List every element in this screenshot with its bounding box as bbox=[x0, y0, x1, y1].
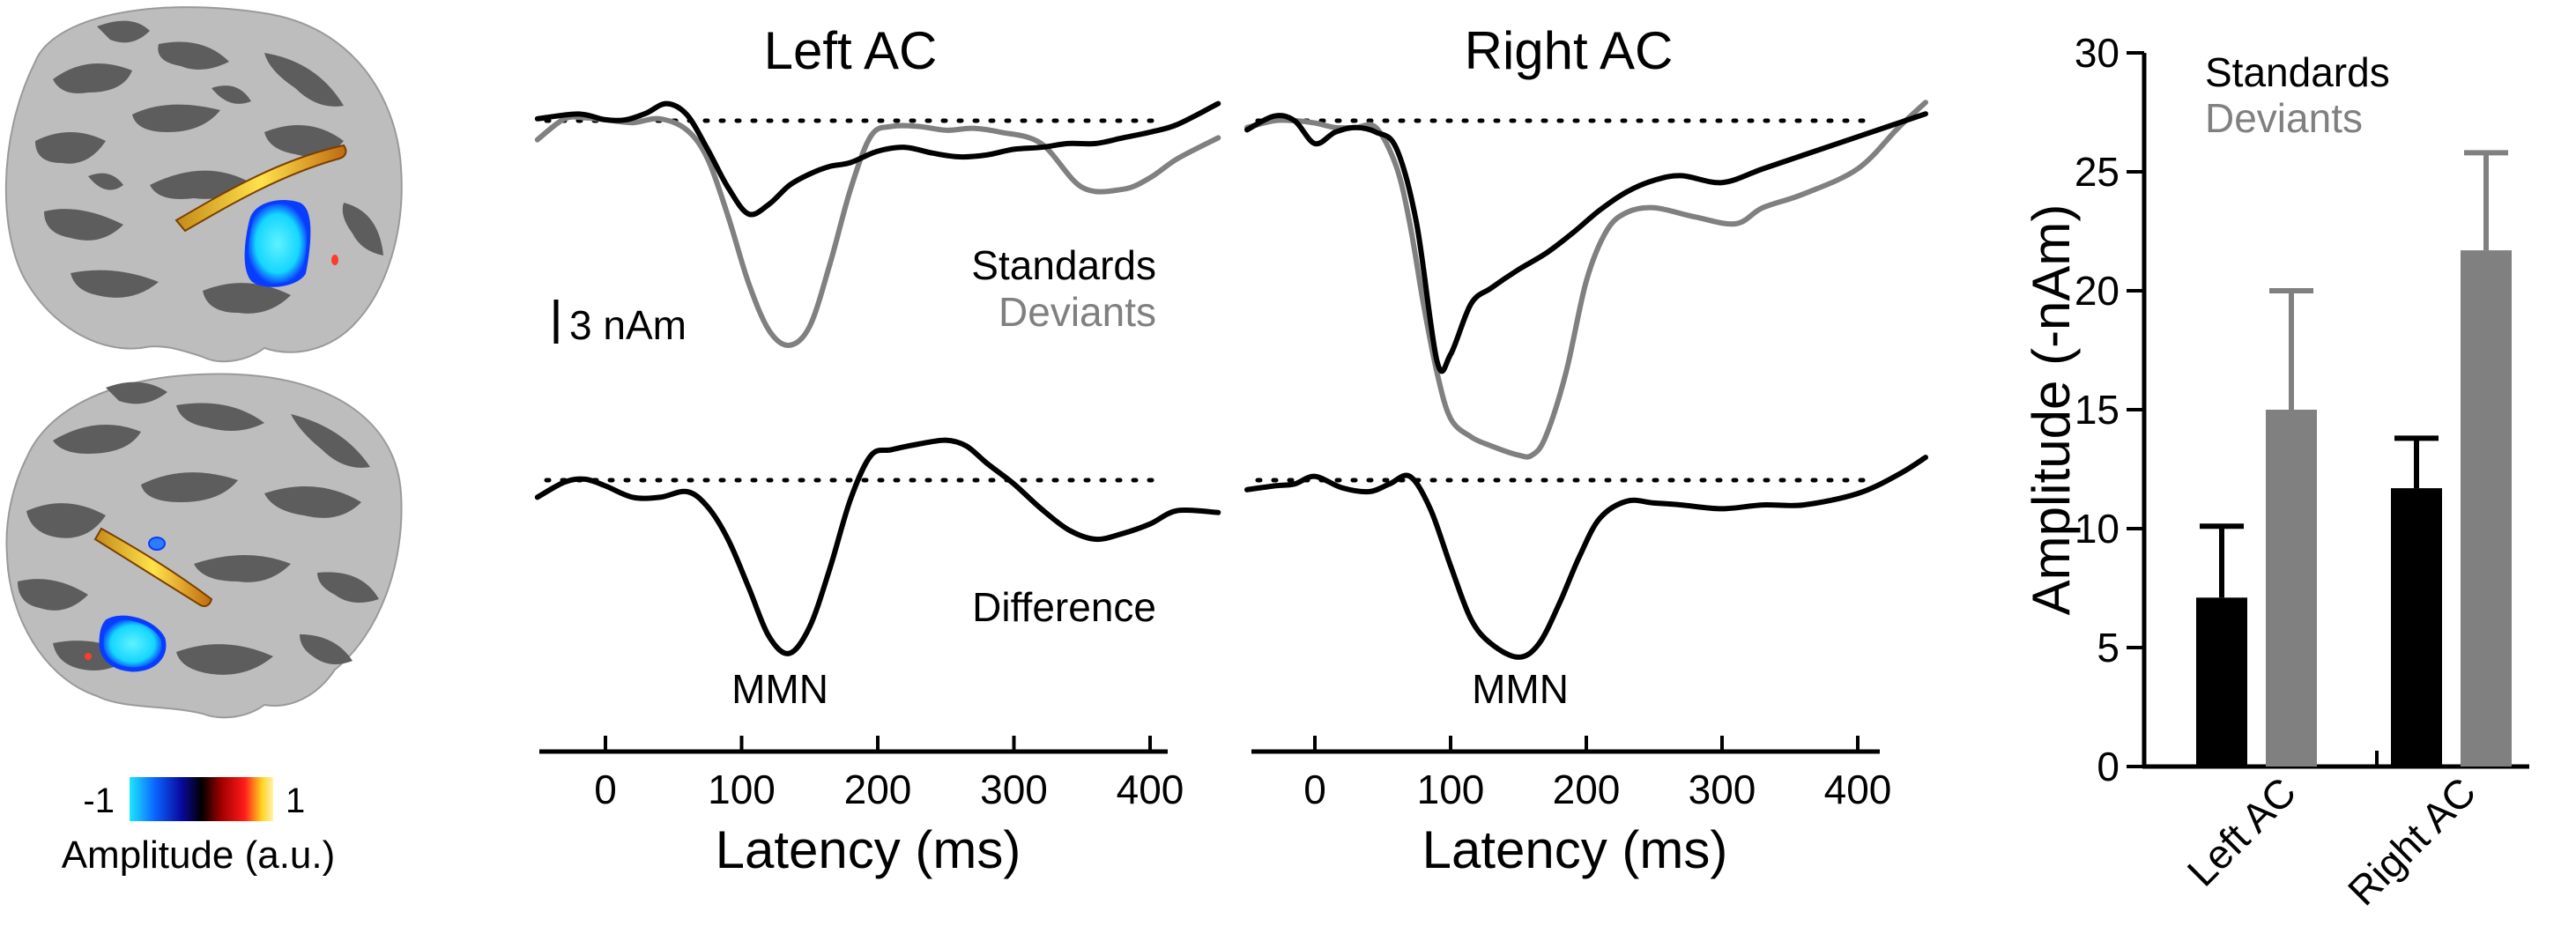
left-ac-panel: Left AC 3 nAm Standards Deviants Differe… bbox=[534, 21, 1221, 879]
x-tick-label: 100 bbox=[1417, 767, 1485, 812]
x-axis-ticks: 0 100 200 300 400 bbox=[594, 736, 1184, 812]
activation-blob bbox=[99, 615, 167, 672]
x-tick-label: 100 bbox=[708, 767, 776, 812]
y-axis-ticks: 0 5 10 15 20 25 30 bbox=[2075, 30, 2144, 789]
colorbar-gradient bbox=[130, 777, 273, 821]
y-tick-label: 5 bbox=[2097, 625, 2119, 670]
y-axis-label: Amplitude (-nAm) bbox=[2022, 204, 2081, 616]
brain-sulci bbox=[18, 382, 379, 675]
x-tick-label: 400 bbox=[1824, 767, 1892, 812]
category-label-left-ac: Left AC bbox=[2179, 768, 2305, 894]
deviants-trace bbox=[534, 114, 1221, 348]
brain-sulci bbox=[35, 20, 383, 314]
category-label-right-ac: Right AC bbox=[2339, 768, 2484, 914]
mmn-annotation: MMN bbox=[731, 666, 828, 712]
colorbar-min-label: -1 bbox=[83, 782, 115, 820]
activation-streak bbox=[93, 527, 213, 607]
right-ac-panel: Right AC MMN 0 100 200 300 400 Latency (ms) bbox=[1244, 21, 1928, 879]
x-axis-label: Latency (ms) bbox=[1422, 820, 1728, 879]
activation-streak bbox=[174, 144, 347, 233]
panel-title: Left AC bbox=[764, 21, 938, 80]
legend-standards: Standards bbox=[971, 242, 1156, 288]
x-tick-label: 0 bbox=[594, 767, 617, 812]
x-tick-label: 400 bbox=[1117, 767, 1184, 812]
bar-standards-left-ac bbox=[2196, 597, 2247, 767]
brain-left-hemisphere bbox=[4, 6, 403, 363]
x-tick-label: 0 bbox=[1303, 767, 1326, 812]
bar-standards-right-ac bbox=[2391, 488, 2442, 767]
legend-deviants: Deviants bbox=[2205, 95, 2363, 141]
standards-trace bbox=[534, 100, 1221, 218]
brain-right-hemisphere bbox=[5, 373, 403, 719]
x-tick-label: 300 bbox=[1689, 767, 1756, 812]
bar-deviants-left-ac bbox=[2266, 410, 2317, 767]
difference-label: Difference bbox=[972, 584, 1156, 630]
mmn-annotation: MMN bbox=[1472, 666, 1569, 712]
bar-marks bbox=[2196, 150, 2512, 767]
y-tick-label: 25 bbox=[2075, 149, 2119, 195]
difference-trace bbox=[534, 437, 1221, 656]
x-tick-label: 200 bbox=[1553, 767, 1621, 812]
colorbar-max-label: 1 bbox=[286, 782, 305, 820]
difference-trace bbox=[1244, 455, 1928, 660]
y-tick-label: 20 bbox=[2075, 268, 2119, 314]
legend-standards: Standards bbox=[2205, 49, 2390, 95]
scale-bar-label: 3 nAm bbox=[569, 302, 687, 348]
y-tick-label: 15 bbox=[2075, 387, 2119, 433]
y-tick-label: 30 bbox=[2075, 30, 2119, 76]
panel-title: Right AC bbox=[1465, 21, 1674, 80]
x-tick-label: 200 bbox=[844, 767, 912, 812]
standards-trace bbox=[1244, 111, 1928, 374]
x-axis-ticks: 0 100 200 300 400 bbox=[1303, 736, 1891, 812]
y-tick-label: 10 bbox=[2075, 506, 2119, 552]
deviants-trace bbox=[1244, 100, 1928, 460]
activation-blob bbox=[244, 200, 311, 287]
brain-panel: -1 1 Amplitude (a.u.) bbox=[4, 6, 403, 877]
colorbar-caption: Amplitude (a.u.) bbox=[62, 833, 336, 877]
bar-deviants-right-ac bbox=[2461, 250, 2512, 767]
x-tick-label: 300 bbox=[980, 767, 1048, 812]
colorbar: -1 1 Amplitude (a.u.) bbox=[62, 777, 336, 877]
x-axis-label: Latency (ms) bbox=[716, 820, 1021, 879]
y-tick-label: 0 bbox=[2097, 744, 2119, 789]
legend-deviants: Deviants bbox=[998, 289, 1156, 335]
